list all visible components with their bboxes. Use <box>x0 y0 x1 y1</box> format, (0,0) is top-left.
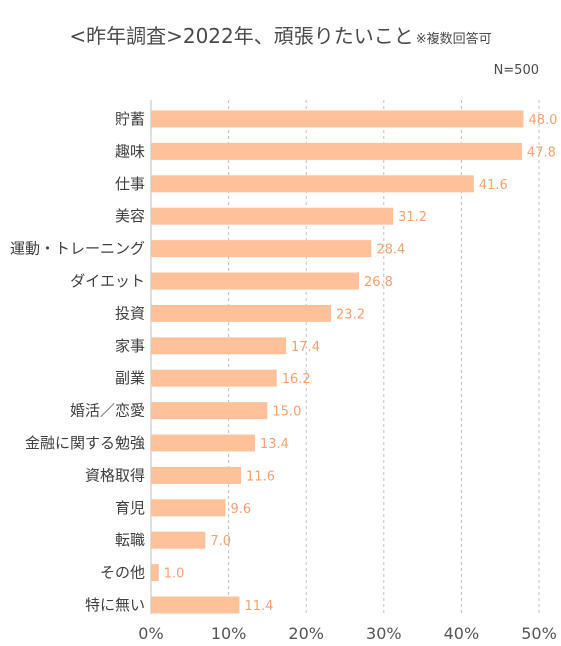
x-tick-label: 30% <box>366 624 402 643</box>
value-label: 17.4 <box>291 340 320 355</box>
bar <box>151 402 268 420</box>
category-label: 金融に関する勉強 <box>25 434 145 452</box>
label-layer: 貯蓄 48.0 趣味 47.8 仕事 41.6 美容 31.2 運動・トレーニング 28.4 ダイエ… <box>10 110 557 614</box>
chart-title: <昨年調査>2022年、頑張りたいこと ※複数回答可 <box>0 20 561 49</box>
category-label: 特に無い <box>85 596 145 614</box>
bar <box>151 369 277 387</box>
category-label: 運動・トレーニング <box>10 240 145 258</box>
category-label: 美容 <box>115 207 145 225</box>
bar <box>151 466 242 484</box>
x-tick-label: 50% <box>521 624 557 643</box>
category-label: 副業 <box>115 369 145 387</box>
value-label: 47.8 <box>527 145 556 160</box>
x-tick-label: 40% <box>444 624 480 643</box>
x-tick-label: 20% <box>288 624 324 643</box>
category-label: 婚活／恋愛 <box>70 402 145 420</box>
category-label: 投資 <box>115 304 145 322</box>
bar <box>151 564 159 582</box>
category-label: 家事 <box>115 337 145 355</box>
value-label: 13.4 <box>260 437 289 452</box>
bar <box>151 434 255 452</box>
value-label: 11.4 <box>244 599 273 614</box>
value-label: 15.0 <box>272 405 301 420</box>
bar <box>151 142 522 160</box>
bar <box>151 337 287 355</box>
category-label: 趣味 <box>115 142 145 160</box>
x-tick-label: 0% <box>138 624 163 643</box>
value-label: 23.2 <box>336 307 365 322</box>
chart-title-text: <昨年調査>2022年、頑張りたいこと <box>69 24 414 48</box>
bar <box>151 272 359 290</box>
x-tick-label: 10% <box>211 624 247 643</box>
value-label: 9.6 <box>230 502 251 517</box>
value-label: 7.0 <box>210 534 231 549</box>
category-label: 仕事 <box>115 175 145 193</box>
value-label: 26.8 <box>364 275 393 290</box>
bar <box>151 240 372 258</box>
value-label: 16.2 <box>282 372 311 387</box>
value-label: 1.0 <box>164 567 185 582</box>
tick-layer: 0% 10% 20% 30% 40% 50% <box>138 624 556 643</box>
bar <box>151 596 240 614</box>
value-label: 28.4 <box>376 243 405 258</box>
category-label: その他 <box>100 564 145 582</box>
bar <box>151 207 394 225</box>
bar-layer <box>151 110 524 614</box>
value-label: 31.2 <box>398 210 427 225</box>
bar <box>151 110 524 128</box>
chart-title-note: ※複数回答可 <box>415 32 492 47</box>
value-label: 41.6 <box>479 178 508 193</box>
bar <box>151 304 332 322</box>
category-label: 転職 <box>115 531 145 549</box>
sample-size: N=500 <box>493 63 539 78</box>
category-label: ダイエット <box>70 272 145 290</box>
value-label: 48.0 <box>528 113 557 128</box>
category-label: 育児 <box>115 499 145 517</box>
bar <box>151 499 226 517</box>
category-label: 貯蓄 <box>115 110 145 128</box>
value-label: 11.6 <box>246 469 275 484</box>
category-label: 資格取得 <box>85 466 145 484</box>
bar <box>151 531 206 549</box>
bar <box>151 175 474 193</box>
